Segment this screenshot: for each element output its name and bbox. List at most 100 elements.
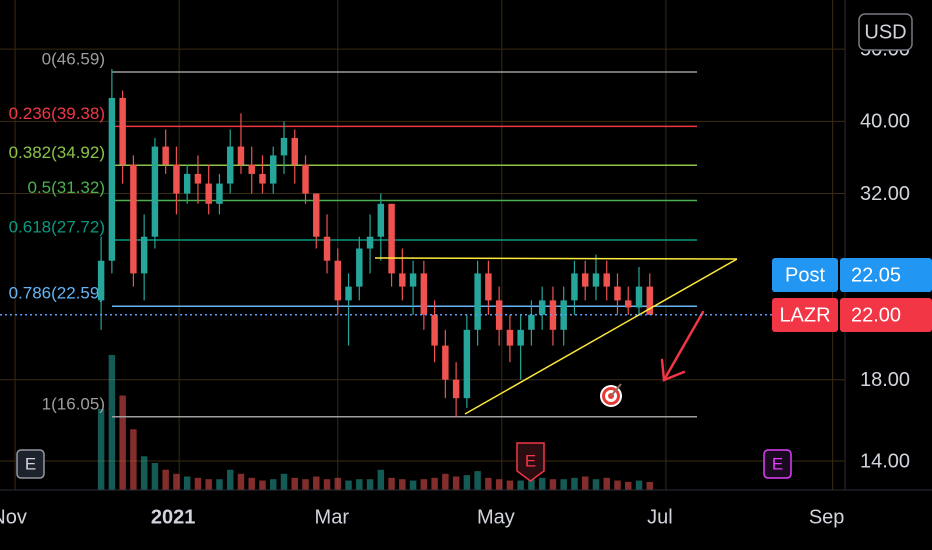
volume-bars — [97, 355, 653, 490]
earnings-label: E — [525, 451, 536, 470]
candle-body — [646, 286, 653, 315]
y-tick-label: 14.00 — [860, 450, 910, 472]
price-label-name: Post — [785, 264, 825, 286]
fib-label: 0.5(31.32) — [28, 178, 106, 197]
candle-body — [571, 273, 578, 301]
volume-bar — [366, 479, 374, 490]
volume-bar — [334, 477, 342, 490]
fib-label: 0.382(34.92) — [9, 143, 105, 162]
volume-bar — [506, 480, 514, 490]
axes: 50.0040.0032.0018.0014.00Nov2021MarMayJu… — [0, 0, 932, 528]
volume-bar — [313, 476, 320, 490]
y-tick-label: 32.00 — [860, 183, 910, 205]
candle-body — [549, 300, 557, 330]
price-label-value: 22.00 — [851, 304, 901, 326]
volume-bar — [151, 463, 159, 490]
candle-body — [614, 286, 621, 301]
volume-bar — [194, 477, 202, 490]
candle-body — [431, 314, 438, 346]
currency-label: USD — [864, 21, 906, 43]
candle-body — [474, 273, 481, 330]
candle-body — [119, 97, 126, 165]
candle-body — [291, 137, 298, 165]
fib-label: 1(16.05) — [42, 394, 105, 413]
earnings-marker[interactable]: E — [516, 442, 545, 482]
currency-button[interactable]: USD — [858, 13, 913, 51]
candle-body — [226, 146, 234, 184]
price-label-value: 22.05 — [851, 264, 901, 286]
volume-bar — [280, 473, 288, 490]
candle-body — [603, 273, 610, 287]
candle-body — [495, 300, 503, 330]
candle-body — [216, 183, 223, 204]
volume-bar — [248, 477, 255, 490]
earnings-marker[interactable]: E — [763, 449, 792, 479]
volume-bar — [226, 469, 234, 490]
volume-bar — [130, 429, 137, 490]
x-tick-label: Jul — [647, 506, 673, 528]
candle-body — [259, 173, 266, 184]
candles — [97, 69, 653, 417]
candle-body — [280, 137, 288, 156]
volume-bar — [442, 473, 449, 490]
volume-bar — [216, 479, 223, 490]
volume-bar — [463, 475, 471, 490]
volume-bar — [97, 409, 105, 490]
volume-bar — [377, 469, 385, 490]
candle-body — [97, 260, 105, 301]
candle-body — [194, 173, 202, 184]
candle-body — [323, 236, 331, 261]
earnings-label: E — [772, 454, 783, 473]
candle-body — [399, 273, 406, 287]
candle-body — [420, 273, 428, 315]
candle-body — [334, 260, 342, 301]
candle-body — [366, 236, 374, 249]
candle-body — [345, 286, 352, 301]
x-tick-label: Mar — [315, 506, 350, 528]
candle-body — [581, 273, 589, 287]
volume-bar — [237, 473, 245, 490]
x-tick-label: May — [477, 506, 515, 528]
volume-bar — [205, 479, 212, 490]
fib-label: 0(46.59) — [42, 49, 105, 68]
candle-body — [625, 300, 632, 308]
volume-bar — [173, 473, 180, 490]
volume-bar — [388, 477, 395, 490]
fib-label: 0.618(27.72) — [9, 217, 105, 236]
fib-label: 0.236(39.38) — [9, 104, 105, 123]
arrow — [660, 310, 705, 382]
price-label-box — [772, 298, 838, 332]
x-tick-label: 2021 — [151, 506, 196, 528]
candle-body — [442, 345, 449, 380]
candle-body — [173, 164, 180, 194]
candle-body — [270, 155, 277, 184]
volume-bar — [625, 481, 632, 490]
volume-bar — [119, 395, 126, 490]
candle-body — [538, 300, 546, 315]
earnings-label: E — [25, 454, 36, 473]
volume-bar — [549, 479, 557, 490]
y-tick-label: 40.00 — [860, 111, 910, 133]
candle-body — [248, 164, 255, 174]
fib-retracement: 0(46.59) 0.236(39.38) 0.382(34.92) 0.5(31.3… — [9, 49, 697, 418]
candle-body — [528, 314, 535, 330]
volume-bar — [571, 477, 578, 490]
volume-bar — [162, 469, 169, 490]
price-label-name: LAZR — [779, 304, 830, 326]
target-icon — [600, 383, 622, 407]
volume-bar — [409, 480, 417, 490]
candle-body — [151, 146, 159, 237]
candle-body — [388, 203, 395, 274]
earnings-marker[interactable]: E — [16, 449, 45, 479]
x-tick-label: Sep — [809, 506, 845, 528]
candle-body — [592, 273, 600, 287]
candle-body — [108, 97, 116, 261]
volume-bar — [603, 477, 610, 490]
x-tick-label: Nov — [0, 506, 27, 528]
volume-bar — [528, 479, 535, 490]
volume-bar — [635, 480, 643, 490]
volume-bar — [140, 456, 148, 490]
candle-body — [409, 273, 417, 287]
candle-body — [463, 329, 471, 399]
